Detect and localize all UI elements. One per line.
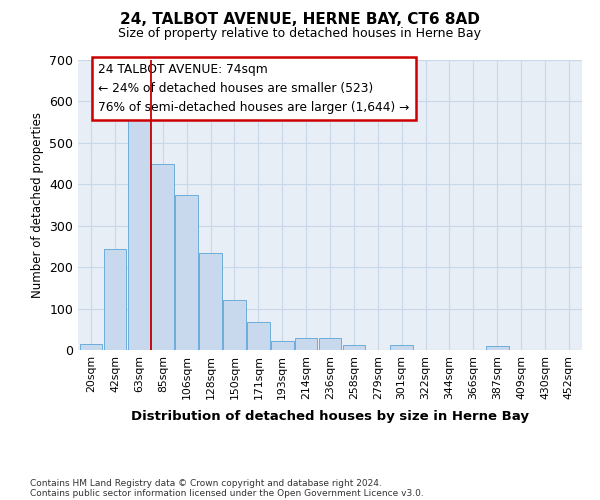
Bar (199, 252, 222, 350)
Bar (295, 338, 317, 350)
Text: Contains public sector information licensed under the Open Government Licence v3: Contains public sector information licen… (30, 488, 424, 498)
Bar (271, 341, 293, 350)
Text: Size of property relative to detached houses in Herne Bay: Size of property relative to detached ho… (119, 28, 482, 40)
Bar (391, 345, 413, 350)
Bar (151, 164, 174, 350)
Bar (319, 338, 341, 350)
Bar (175, 194, 198, 350)
X-axis label: Distribution of detached houses by size in Herne Bay: Distribution of detached houses by size … (131, 410, 529, 423)
Bar (486, 346, 509, 350)
Y-axis label: Number of detached properties: Number of detached properties (31, 112, 44, 298)
Text: 24 TALBOT AVENUE: 74sqm
← 24% of detached houses are smaller (523)
76% of semi-d: 24 TALBOT AVENUE: 74sqm ← 24% of detache… (98, 63, 410, 114)
Bar (343, 345, 365, 350)
Bar (80, 344, 103, 350)
Bar (128, 108, 150, 350)
Bar (247, 322, 269, 350)
Bar (104, 248, 127, 350)
Text: Contains HM Land Registry data © Crown copyright and database right 2024.: Contains HM Land Registry data © Crown c… (30, 478, 382, 488)
Bar (223, 300, 246, 350)
Text: 24, TALBOT AVENUE, HERNE BAY, CT6 8AD: 24, TALBOT AVENUE, HERNE BAY, CT6 8AD (120, 12, 480, 28)
